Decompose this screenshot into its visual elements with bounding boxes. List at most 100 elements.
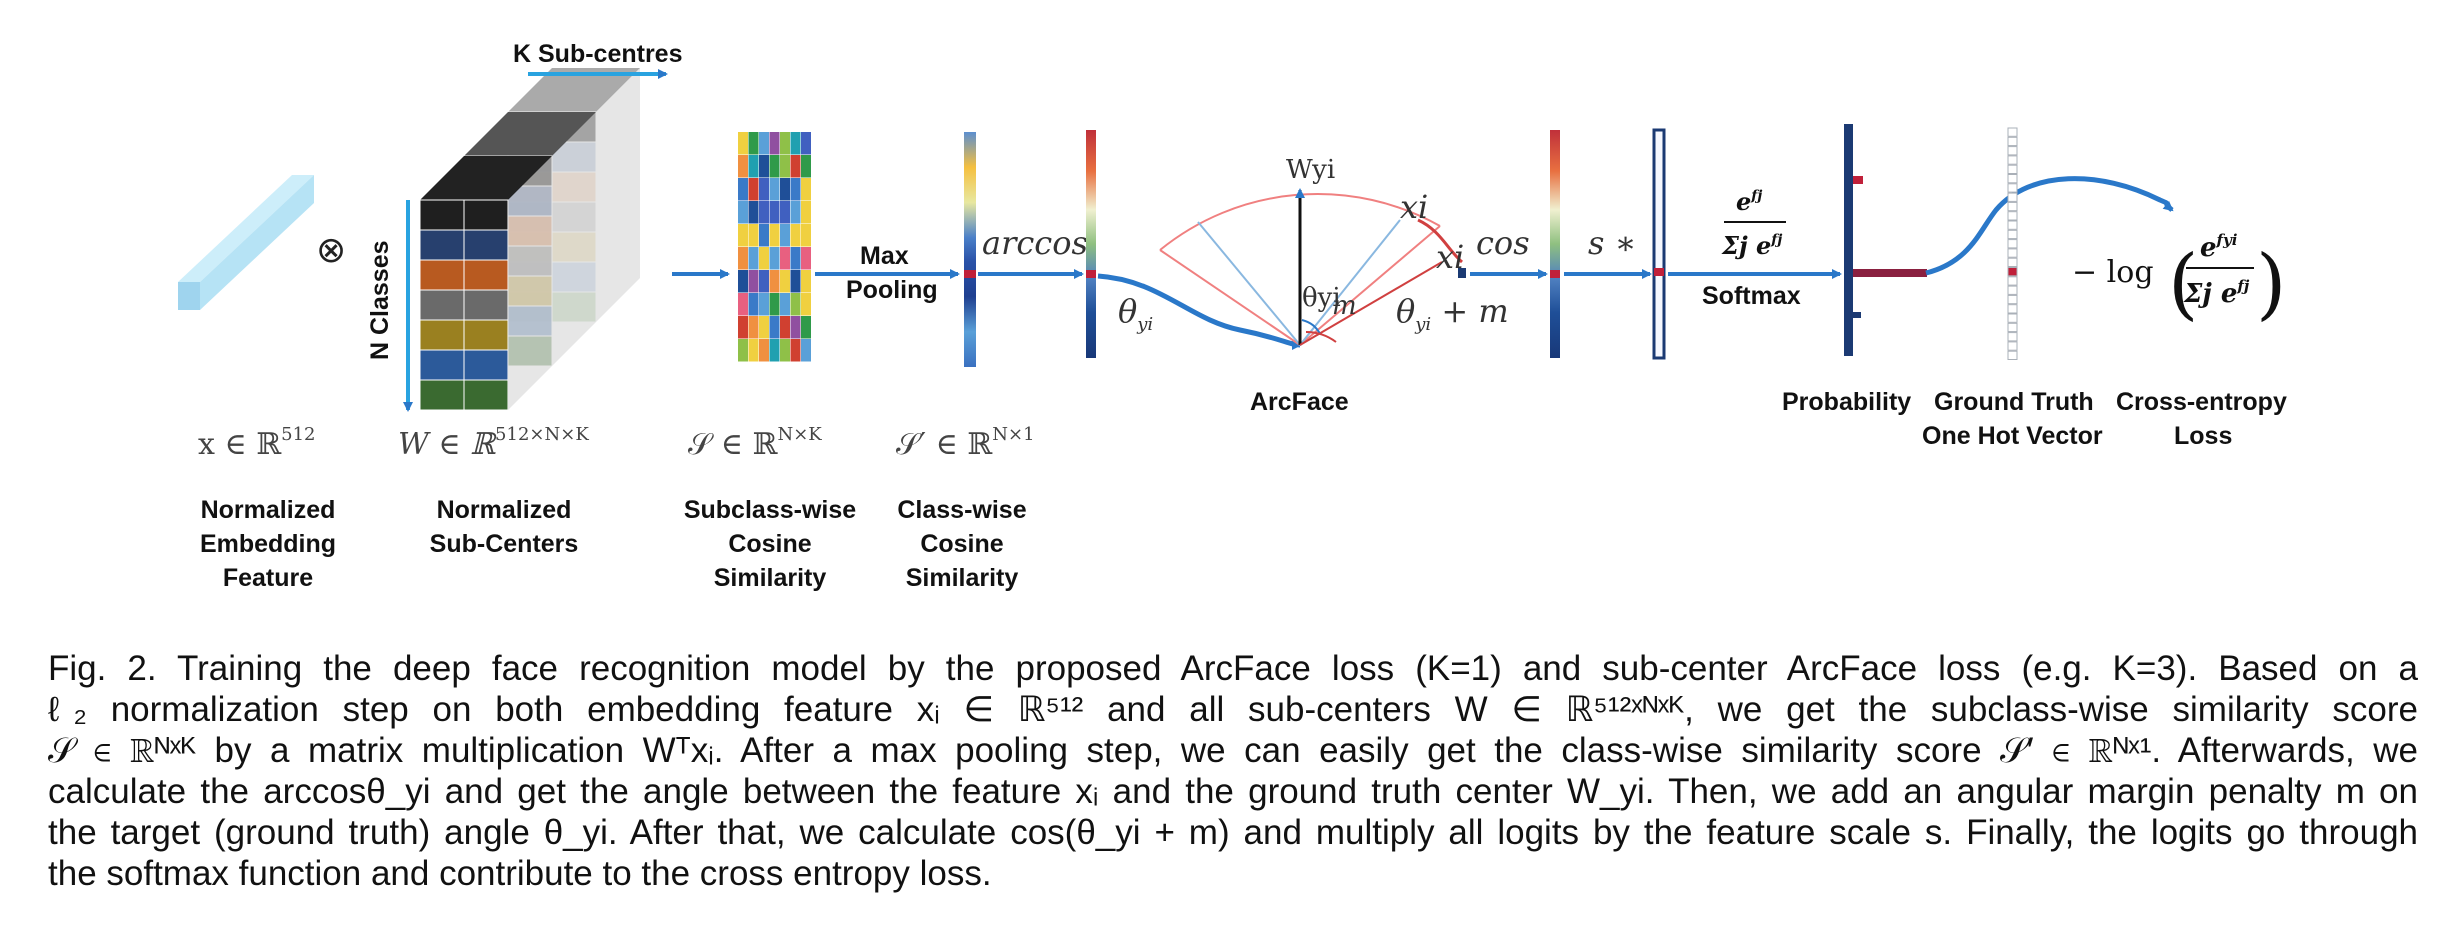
one-hot-cell — [2007, 220, 2018, 230]
cube-cell — [463, 289, 509, 321]
similarity-cell — [780, 293, 790, 316]
similarity-cell — [801, 178, 811, 201]
arrow-to-loss — [1925, 176, 2174, 276]
k-subcentres-label: K Sub-centres — [513, 40, 682, 68]
prob-mark-1 — [1853, 176, 1863, 184]
ground-truth-vector — [2007, 127, 2018, 361]
similarity-cell — [769, 316, 780, 339]
similarity-cell — [748, 316, 759, 339]
one-hot-cell — [2007, 248, 2018, 258]
one-hot-cell — [2007, 322, 2018, 333]
one-hot-cell — [2007, 267, 2018, 277]
svg-text:Σj efj: Σj efj — [1721, 231, 1782, 260]
cos-label: cos — [1476, 224, 1530, 262]
s-star-label: s ∗ — [1588, 224, 1636, 262]
cube-cell — [419, 289, 465, 321]
one-hot-cell — [2007, 201, 2018, 212]
similarity-cell — [780, 339, 790, 362]
w-math-label: W ∈ ℝ512×N×K — [398, 424, 589, 462]
embedding-feature-bar — [178, 175, 314, 310]
similarity-cell — [801, 293, 811, 316]
similarity-cell — [780, 247, 790, 270]
one-hot-cell — [2007, 192, 2018, 202]
class-sim-name-2: Cosine — [920, 530, 1003, 558]
subcenters-name-2: Sub-Centers — [430, 530, 579, 558]
similarity-cell — [769, 178, 780, 201]
similarity-cell — [738, 132, 748, 155]
cube-cell — [463, 259, 509, 291]
subclass-similarity-matrix — [738, 132, 811, 362]
embedding-name-3: Feature — [223, 564, 313, 592]
similarity-cell — [801, 270, 811, 293]
ce-loss-formula: − log ( efyi Σj efj ) — [2072, 231, 2286, 329]
svg-text:efyi: efyi — [2200, 231, 2238, 263]
similarity-cell — [790, 247, 801, 270]
similarity-cell — [790, 293, 801, 316]
similarity-cell — [801, 247, 811, 270]
similarity-cell — [790, 316, 801, 339]
class-similarity-target — [964, 270, 976, 278]
cube-cell — [419, 379, 465, 411]
similarity-cell — [780, 316, 790, 339]
theta-small-label: θyi — [1302, 283, 1341, 313]
svg-text:): ) — [2256, 239, 2286, 329]
similarity-cell — [748, 178, 759, 201]
cos-bar — [1550, 130, 1560, 358]
otimes-symbol: ⊗ — [316, 230, 346, 271]
similarity-cell — [738, 224, 748, 247]
ground-truth-label-1: Ground Truth — [1934, 388, 2094, 416]
similarity-cell — [790, 224, 801, 247]
one-hot-cell — [2007, 155, 2018, 165]
cube-cell — [463, 379, 509, 411]
subclass-sim-name-2: Cosine — [728, 530, 811, 558]
similarity-cell — [801, 224, 811, 247]
theta-plus-m-label: θyi + m — [1396, 292, 1509, 335]
one-hot-cell — [2007, 350, 2018, 361]
cube-cell — [419, 229, 465, 261]
n-classes-label: N Classes — [366, 240, 394, 360]
subclass-sim-name-3: Similarity — [714, 564, 827, 592]
ce-loss-label-1: Cross-entropy — [2116, 388, 2287, 416]
similarity-cell — [748, 293, 759, 316]
similarity-cell — [780, 224, 790, 247]
cube-side-face — [508, 156, 552, 410]
probability-label: Probability — [1782, 388, 1911, 416]
similarity-cell — [759, 224, 769, 247]
similarity-cell — [759, 155, 769, 178]
similarity-cell — [790, 155, 801, 178]
similarity-cell — [759, 247, 769, 270]
one-hot-cell — [2007, 276, 2018, 286]
one-hot-cell — [2007, 136, 2018, 147]
ce-loss-label-2: Loss — [2174, 422, 2232, 450]
similarity-cell — [790, 132, 801, 155]
scaled-target — [1654, 268, 1664, 276]
caption-line: 𝒮 ∈ ℝᴺˣᴷ by a matrix multiplication Wᵀxᵢ… — [48, 731, 2418, 770]
similarity-cell — [748, 224, 759, 247]
class-similarity-bar — [964, 132, 976, 367]
class-sim-name-1: Class-wise — [897, 496, 1026, 524]
one-hot-cell — [2007, 211, 2018, 221]
one-hot-cell — [2007, 341, 2018, 351]
similarity-cell — [801, 316, 811, 339]
similarity-cell — [769, 293, 780, 316]
arcface-geometry — [1159, 188, 1463, 346]
cube-cell — [463, 349, 509, 381]
arcface-diagram: ⊗ K Sub-centres N Classes Max Pooling ar… — [178, 40, 2287, 592]
similarity-cell — [759, 339, 769, 362]
one-hot-cell — [2007, 127, 2018, 137]
probability-bar — [1844, 124, 1853, 356]
svg-text:Σj efj: Σj efj — [2183, 277, 2250, 309]
similarity-cell — [801, 339, 811, 362]
max-pooling-label-2: Pooling — [846, 276, 938, 304]
svg-text:− log: − log — [2072, 255, 2154, 290]
one-hot-cell — [2007, 294, 2018, 305]
cube-cell — [419, 199, 465, 231]
subcenters-name-1: Normalized — [437, 496, 572, 524]
margin-marker — [1458, 268, 1466, 278]
similarity-cell — [748, 155, 759, 178]
similarity-cell — [759, 201, 769, 224]
similarity-cell — [790, 201, 801, 224]
arcface-title: ArcFace — [1250, 388, 1349, 416]
softmax-label: Softmax — [1702, 282, 1801, 310]
theta-bar — [1086, 130, 1096, 358]
